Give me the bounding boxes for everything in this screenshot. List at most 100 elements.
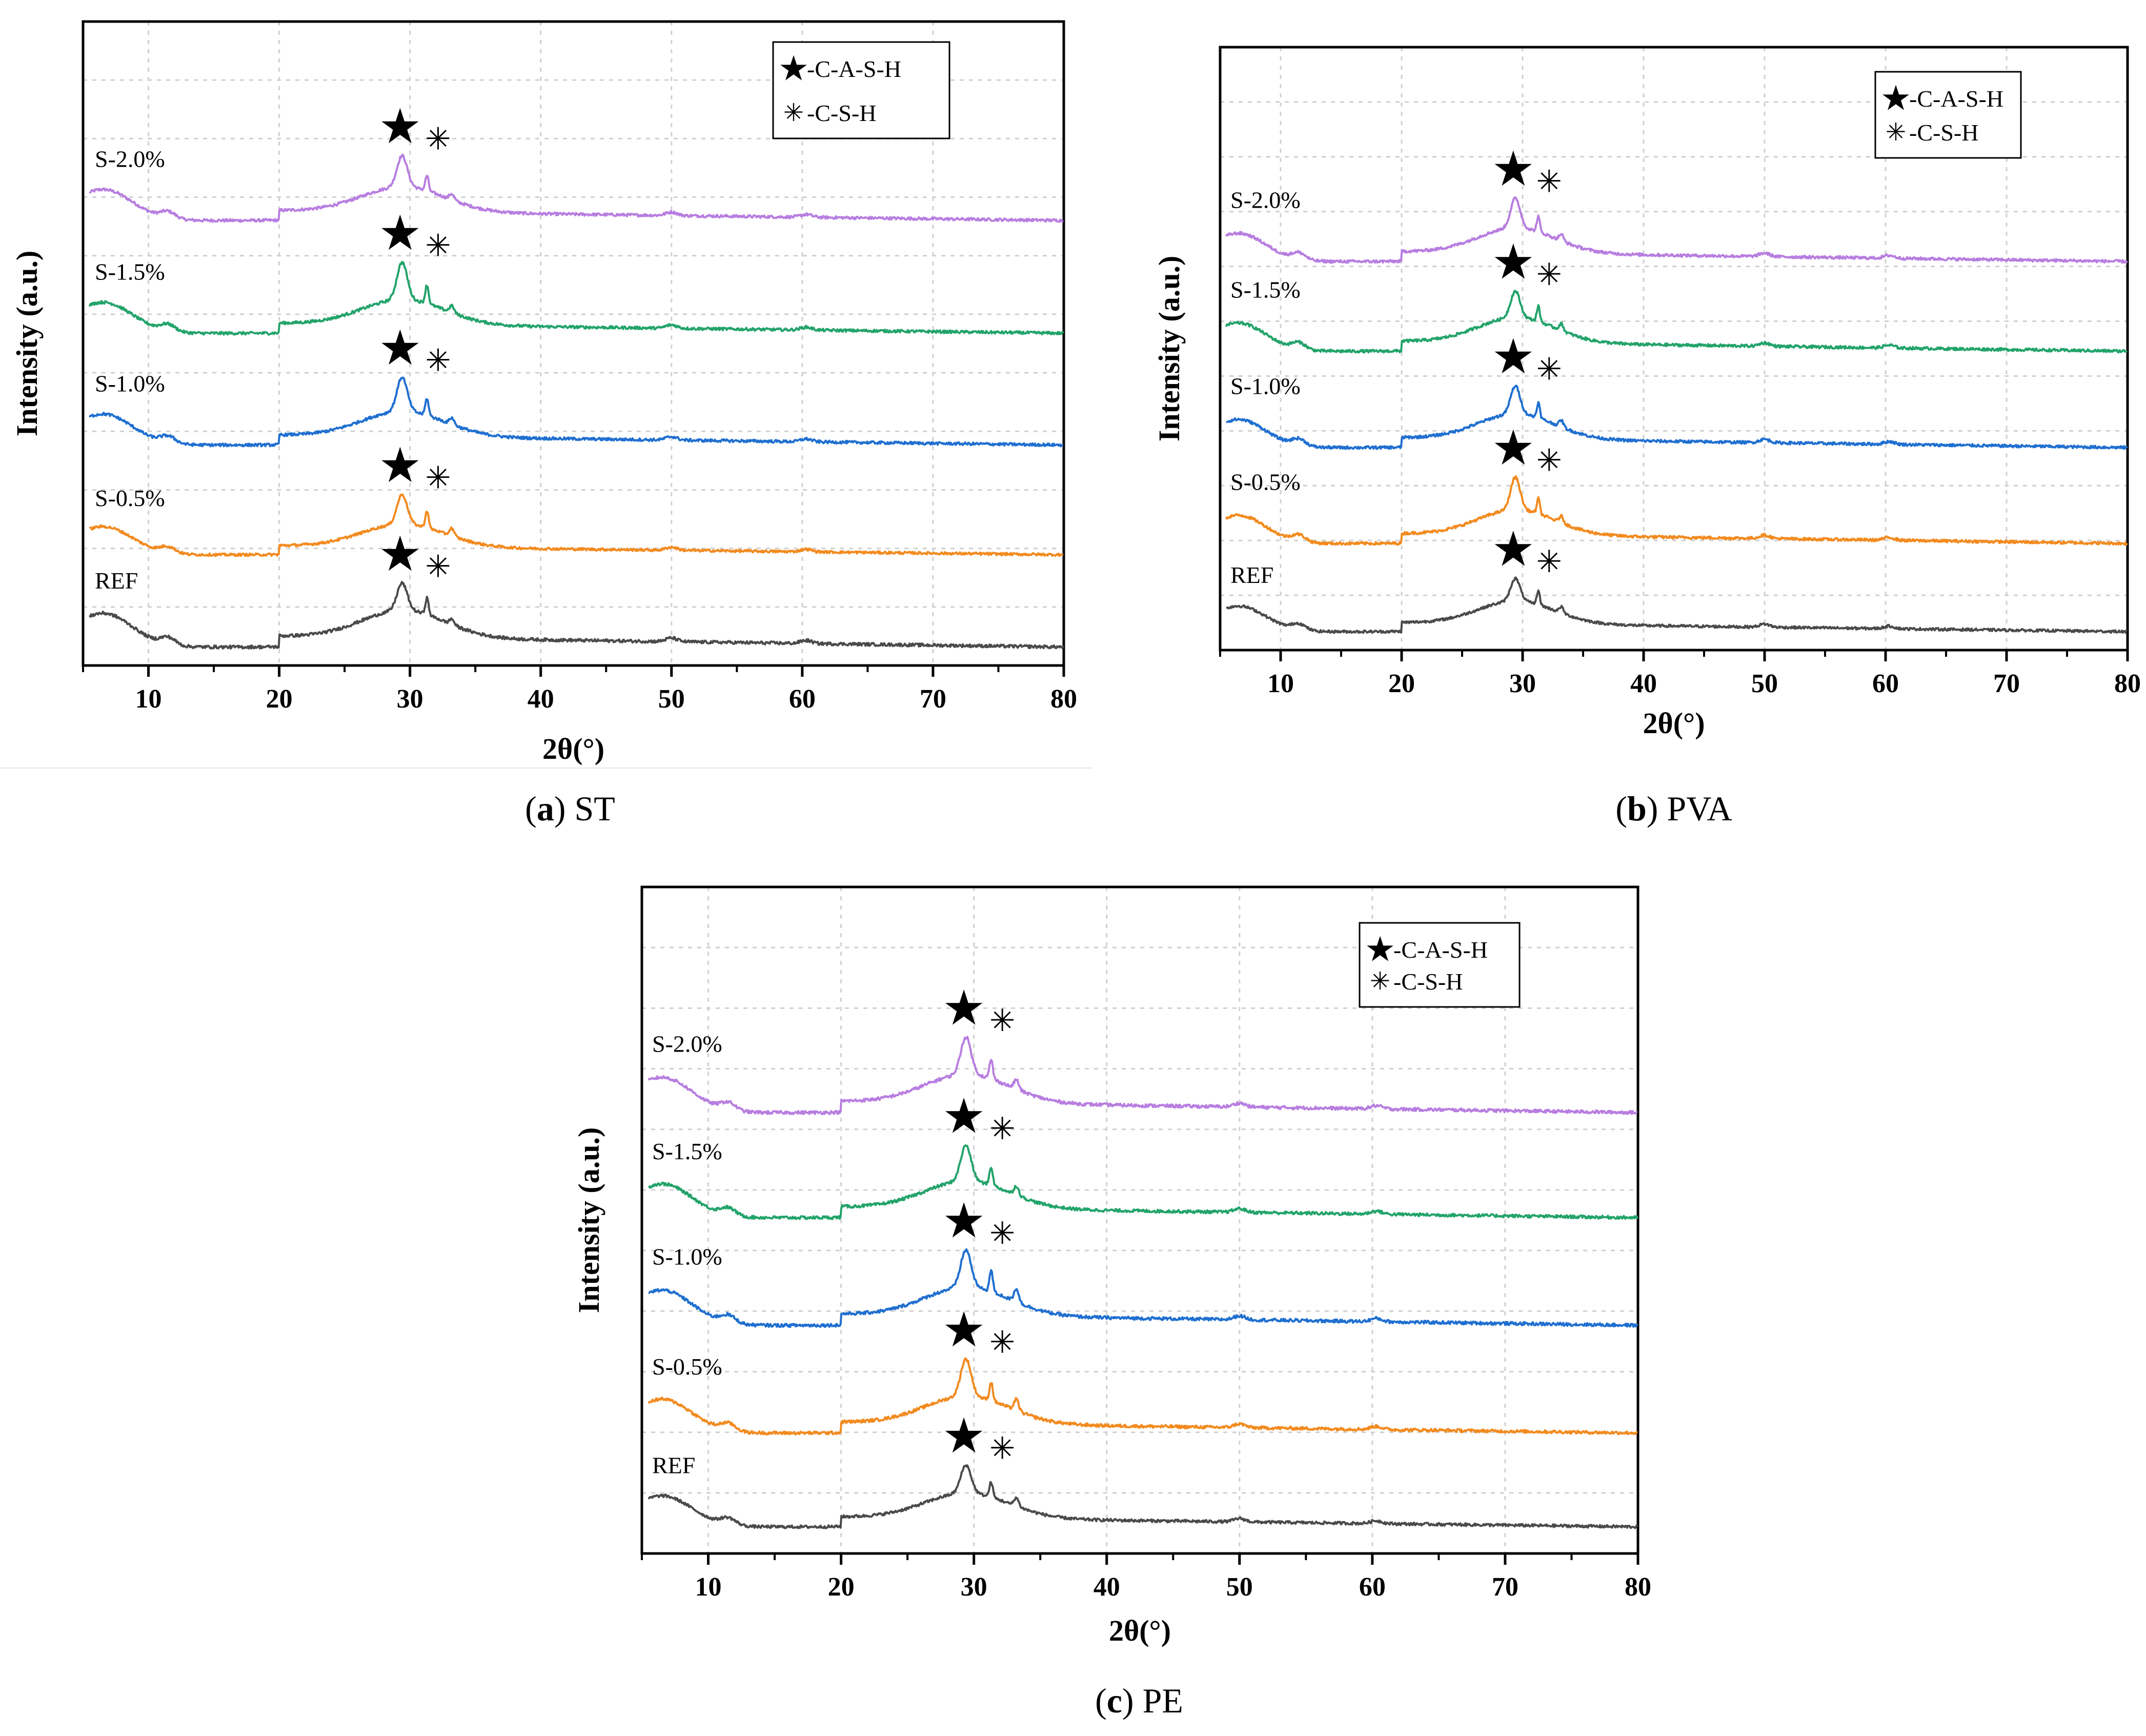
legend-box — [772, 41, 950, 139]
csh-peak-marker: ✳ — [425, 344, 451, 378]
cash-peak-marker: ★ — [944, 985, 983, 1033]
series-line-REF — [647, 1464, 1638, 1529]
series-line-S-1.0% — [1226, 385, 2128, 450]
plot-frame — [640, 885, 1639, 1555]
cash-peak-marker: ★ — [1494, 146, 1532, 194]
cash-peak-marker: ★ — [381, 104, 419, 151]
cash-peak-marker: ★ — [944, 1198, 983, 1245]
x-tick-label: 50 — [658, 684, 685, 714]
caption-letter: b — [1627, 789, 1647, 828]
series-line-S-2.0% — [1225, 196, 2128, 264]
series-line-S-0.5% — [89, 493, 1064, 557]
cash-peak-marker: ★ — [381, 442, 419, 490]
x-tick-label: 80 — [1625, 1572, 1651, 1602]
sample-label: REF — [652, 1452, 695, 1479]
panel-caption: (b) PVA — [1615, 789, 1732, 828]
legend-entry: -C-S-H — [807, 100, 876, 126]
sample-label: S-1.5% — [1230, 277, 1301, 303]
series-line-S-1.5% — [88, 260, 1064, 336]
caption-paren: ) — [1122, 1681, 1143, 1720]
legend-entry: -C-A-S-H — [807, 56, 901, 82]
x-tick-label: 40 — [1094, 1572, 1120, 1602]
legend: ★ -C-A-S-H✳ -C-S-H — [1359, 922, 1521, 1008]
csh-peak-marker: ✳ — [989, 1004, 1015, 1038]
cash-peak-marker: ★ — [944, 1093, 983, 1141]
caption-title: ST — [574, 789, 615, 828]
chart-panel-b: 10 20 30 40 50 60 70 80 2θ(°) Intensity (a.u.) S-2… — [1152, 46, 2141, 828]
series-line-S-1.5% — [647, 1144, 1638, 1220]
csh-peak-marker: ✳ — [989, 1432, 1015, 1466]
x-tick-label: 10 — [1267, 669, 1294, 698]
cash-peak-marker: ★ — [1494, 425, 1532, 473]
series-line-S-2.0% — [89, 153, 1064, 223]
series-line-S-0.5% — [647, 1357, 1638, 1436]
csh-peak-marker: ✳ — [425, 461, 451, 495]
sample-label: REF — [95, 568, 138, 594]
legend-box — [1359, 922, 1521, 1008]
x-tick-label: 30 — [397, 684, 423, 714]
cash-peak-marker: ★ — [381, 210, 419, 258]
panel-caption: (c) PE — [1095, 1681, 1183, 1720]
x-tick-label: 20 — [1388, 669, 1415, 698]
x-tick-label: 80 — [2114, 669, 2141, 698]
panel-caption: (a) ST — [525, 789, 615, 828]
x-axis-title: 2θ(°) — [1643, 706, 1705, 740]
legend: ★ -C-A-S-H✳ -C-S-H — [1874, 71, 2022, 159]
csh-peak-marker: ✳ — [1536, 444, 1562, 478]
legend-entry: -C-S-H — [1393, 968, 1463, 995]
caption-letter: a — [537, 789, 554, 828]
legend-box — [1874, 71, 2022, 159]
caption-paren: ( — [525, 789, 537, 828]
x-tick-label: 60 — [789, 684, 816, 714]
sample-label: S-0.5% — [652, 1354, 722, 1380]
x-tick-label: 70 — [1993, 669, 2020, 698]
legend-asterisk-icon: ✳ — [1886, 119, 1906, 146]
caption-paren: ) — [1647, 789, 1667, 828]
x-tick-label: 30 — [961, 1572, 987, 1602]
legend-entry: -C-A-S-H — [1909, 86, 2003, 112]
cash-peak-marker: ★ — [1494, 334, 1532, 381]
csh-peak-marker: ✳ — [1536, 165, 1562, 199]
y-axis-title: Intensity (a.u.) — [1152, 256, 1186, 442]
chart-panel-c: 10 20 30 40 50 60 70 80 2θ(°) Intensity (a.u.) S-2… — [572, 885, 1651, 1720]
cash-peak-marker: ★ — [944, 1413, 983, 1461]
legend-star-icon: ★ — [1366, 933, 1394, 966]
series-line-REF — [1226, 576, 2128, 634]
y-axis-title: Intensity (a.u.) — [10, 251, 44, 437]
sample-label: REF — [1230, 562, 1273, 588]
caption-paren: ( — [1095, 1681, 1107, 1720]
sample-label: S-1.5% — [95, 259, 165, 285]
legend-star-icon: ★ — [780, 52, 807, 86]
legend-asterisk-icon: ✳ — [1370, 968, 1390, 995]
x-tick-label: 40 — [528, 684, 554, 714]
sample-label: S-0.5% — [1230, 469, 1301, 495]
plot-frame — [82, 20, 1065, 667]
series-line-S-2.0% — [647, 1036, 1638, 1115]
x-tick-label: 50 — [1751, 669, 1778, 698]
csh-peak-marker: ✳ — [989, 1112, 1015, 1146]
series-line-S-1.0% — [89, 376, 1064, 448]
x-tick-label: 80 — [1050, 684, 1077, 714]
sample-label: S-0.5% — [95, 485, 165, 511]
x-tick-label: 70 — [920, 684, 946, 714]
csh-peak-marker: ✳ — [989, 1217, 1015, 1250]
cash-peak-marker: ★ — [944, 1307, 983, 1355]
sample-label: S-1.5% — [652, 1138, 722, 1164]
cash-peak-marker: ★ — [1494, 239, 1532, 287]
chart-panel-a: 10 20 30 40 50 60 70 80 2θ(°) Intensity (a.u.) S-2… — [10, 20, 1077, 828]
csh-peak-marker: ✳ — [1536, 258, 1562, 292]
sample-label: S-1.0% — [1230, 373, 1301, 399]
sample-label: S-2.0% — [95, 146, 165, 172]
x-tick-label: 70 — [1492, 1572, 1519, 1602]
csh-peak-marker: ✳ — [425, 229, 451, 263]
caption-paren: ( — [1615, 789, 1627, 828]
series-line-S-1.0% — [648, 1248, 1638, 1328]
csh-peak-marker: ✳ — [425, 550, 451, 583]
csh-peak-marker: ✳ — [1536, 545, 1562, 579]
cash-peak-marker: ★ — [1494, 526, 1532, 574]
legend: ★ -C-A-S-H✳ -C-S-H — [772, 41, 950, 139]
x-tick-label: 10 — [695, 1572, 722, 1602]
legend-entry: -C-A-S-H — [1393, 937, 1488, 963]
cash-peak-marker: ★ — [381, 325, 419, 373]
